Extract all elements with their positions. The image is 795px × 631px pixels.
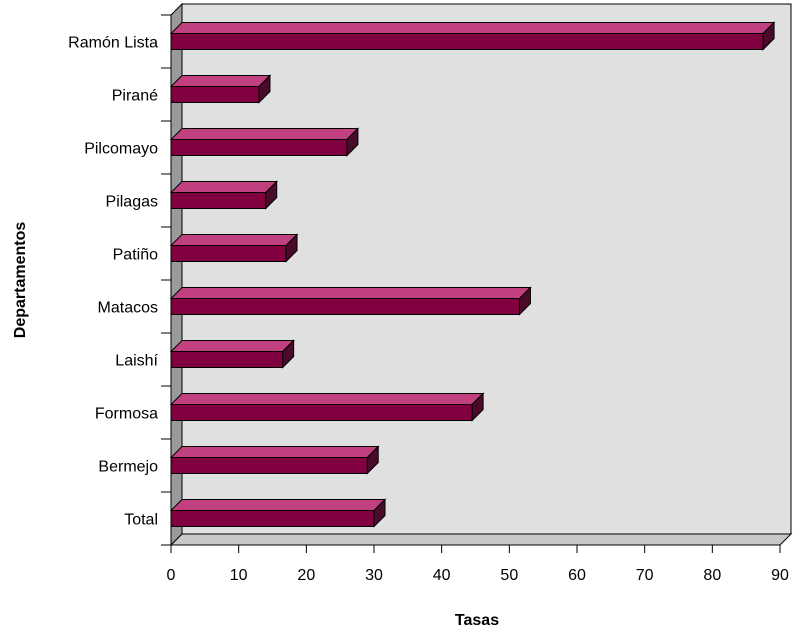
bar-top — [169, 128, 360, 140]
x-tick-label: 80 — [703, 567, 721, 584]
bar-top — [169, 446, 380, 458]
y-tick-label: Matacos — [98, 300, 158, 317]
x-tick-label: 70 — [636, 567, 654, 584]
bar — [169, 21, 776, 51]
bar-top — [169, 181, 278, 193]
bar — [169, 498, 387, 528]
bar-front — [170, 33, 764, 50]
y-axis-title: Departamentos — [12, 222, 29, 339]
bar-front — [170, 245, 287, 262]
x-tick-label: 10 — [230, 567, 248, 584]
bar-front — [170, 139, 348, 156]
bar — [169, 339, 295, 369]
x-tick-label: 40 — [433, 567, 451, 584]
bar-front — [170, 86, 260, 103]
bar — [169, 392, 485, 422]
x-tick-label: 0 — [167, 567, 176, 584]
bar-front — [170, 298, 520, 315]
bar-series — [169, 21, 776, 528]
y-tick-label: Pirané — [112, 88, 158, 105]
x-tick-label: 60 — [568, 567, 586, 584]
y-tick-label: Pilagas — [106, 194, 158, 211]
bar — [169, 445, 380, 475]
y-tick-label: Patiño — [113, 247, 158, 264]
x-tick-label: 30 — [365, 567, 383, 584]
bar-top — [169, 75, 272, 87]
bar — [169, 180, 278, 210]
y-tick-label: Bermejo — [98, 459, 158, 476]
bar — [169, 127, 360, 157]
bar-front — [170, 457, 368, 474]
bar-top — [169, 22, 776, 34]
bar-front — [170, 192, 267, 209]
y-tick-label: Laishí — [115, 353, 158, 370]
bar-top — [169, 287, 532, 299]
bar — [169, 286, 532, 316]
bar-front — [170, 351, 284, 368]
axes: Ramón Lista Pirané Pilcomayo Pilagas Patiño M… — [68, 14, 789, 584]
bar-front — [170, 404, 473, 421]
bar — [169, 233, 299, 263]
bar-top — [169, 393, 485, 405]
x-tick-label: 90 — [771, 567, 789, 584]
y-tick-label: Formosa — [95, 406, 158, 423]
bar — [169, 74, 272, 104]
y-tick-label: Total — [124, 512, 158, 529]
x-tick-label: 20 — [297, 567, 315, 584]
y-tick-label: Pilcomayo — [84, 141, 158, 158]
bar-top — [169, 499, 387, 511]
x-tick-label: 50 — [500, 567, 518, 584]
plot-floor — [169, 533, 793, 546]
y-tick-label: Ramón Lista — [68, 35, 158, 52]
bar-top — [169, 340, 295, 352]
bar-front — [170, 510, 375, 527]
bar-top — [169, 234, 299, 246]
x-axis-title: Tasas — [455, 612, 499, 629]
